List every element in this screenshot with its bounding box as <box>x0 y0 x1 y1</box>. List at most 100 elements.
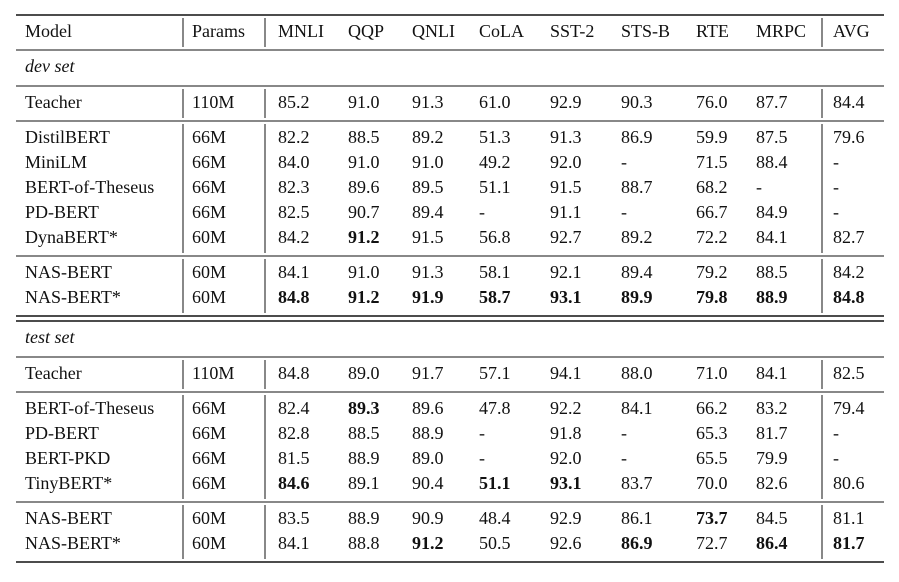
model-name: BERT-PKD <box>25 448 110 468</box>
cell: 66M <box>192 398 226 418</box>
cell: 92.9 <box>550 92 582 112</box>
cell: 72.7 <box>696 533 728 553</box>
header-cell: Model <box>25 21 72 41</box>
cell: 84.0 <box>278 152 310 172</box>
cell: 88.8 <box>348 533 380 553</box>
cell: 88.9 <box>348 448 380 468</box>
cell: 88.9 <box>756 287 788 307</box>
cell: 88.0 <box>621 363 653 383</box>
cell: 91.3 <box>412 92 444 112</box>
cell: 82.5 <box>833 363 865 383</box>
model-name: TinyBERT* <box>25 473 112 493</box>
model-name: PD-BERT <box>25 423 99 443</box>
cell: 72.2 <box>696 227 728 247</box>
cell: 91.0 <box>348 262 380 282</box>
cell: 90.3 <box>621 92 653 112</box>
model-name: DynaBERT* <box>25 227 118 247</box>
cell: 92.7 <box>550 227 582 247</box>
cell: 79.6 <box>833 127 865 147</box>
cell: 92.2 <box>550 398 582 418</box>
cell: 89.1 <box>348 473 380 493</box>
header-cell: RTE <box>696 21 729 41</box>
cell: 89.0 <box>348 363 380 383</box>
cell: 81.7 <box>833 533 865 553</box>
header-cell: CoLA <box>479 21 524 41</box>
cell: - <box>833 423 839 443</box>
cell: 71.5 <box>696 152 728 172</box>
cell: 91.7 <box>412 363 444 383</box>
cell: 88.5 <box>756 262 788 282</box>
cell: 51.1 <box>479 473 511 493</box>
cell: - <box>833 177 839 197</box>
cell: 80.6 <box>833 473 865 493</box>
cell: 82.5 <box>278 202 310 222</box>
cell: 60M <box>192 287 226 307</box>
cell: 89.6 <box>412 398 444 418</box>
cell: 82.4 <box>278 398 310 418</box>
cell: 82.8 <box>278 423 310 443</box>
cell: 94.1 <box>550 363 582 383</box>
cell: 76.0 <box>696 92 728 112</box>
cell: 91.5 <box>550 177 582 197</box>
cell: 84.2 <box>833 262 865 282</box>
cell: 89.2 <box>412 127 444 147</box>
cell: 84.5 <box>756 508 788 528</box>
cell: - <box>621 202 627 222</box>
cell: 89.4 <box>621 262 653 282</box>
cell: 58.1 <box>479 262 511 282</box>
cell: 84.8 <box>833 287 865 307</box>
cell: - <box>833 202 839 222</box>
cell: 89.0 <box>412 448 444 468</box>
cell: 82.6 <box>756 473 788 493</box>
cell: 88.7 <box>621 177 653 197</box>
cell: - <box>479 202 485 222</box>
cell: 86.4 <box>756 533 788 553</box>
cell: 84.4 <box>833 92 865 112</box>
cell: 89.4 <box>412 202 444 222</box>
cell: 66.2 <box>696 398 728 418</box>
model-name: PD-BERT <box>25 202 99 222</box>
cell: 84.1 <box>278 262 310 282</box>
cell: 79.2 <box>696 262 728 282</box>
cell: 91.2 <box>412 533 444 553</box>
cell: 84.9 <box>756 202 788 222</box>
header-cell: SST-2 <box>550 21 594 41</box>
cell: 84.8 <box>278 363 310 383</box>
cell: 82.3 <box>278 177 310 197</box>
cell: 91.8 <box>550 423 582 443</box>
cell: 88.5 <box>348 423 380 443</box>
header-cell: AVG <box>833 21 870 41</box>
cell: 91.3 <box>550 127 582 147</box>
cell: 66M <box>192 473 226 493</box>
cell: 73.7 <box>696 508 728 528</box>
cell: 90.9 <box>412 508 444 528</box>
model-name: Teacher <box>25 92 82 112</box>
cell: 84.2 <box>278 227 310 247</box>
cell: - <box>621 448 627 468</box>
model-name: NAS-BERT* <box>25 287 121 307</box>
cell: 50.5 <box>479 533 511 553</box>
cell: 88.4 <box>756 152 788 172</box>
cell: 90.4 <box>412 473 444 493</box>
cell: 51.1 <box>479 177 511 197</box>
cell: - <box>479 448 485 468</box>
model-name: BERT-of-Theseus <box>25 398 154 418</box>
model-name: NAS-BERT <box>25 262 112 282</box>
cell: 61.0 <box>479 92 511 112</box>
cell: 92.0 <box>550 152 582 172</box>
cell: 49.2 <box>479 152 511 172</box>
cell: 79.8 <box>696 287 728 307</box>
cell: 66M <box>192 448 226 468</box>
cell: 83.7 <box>621 473 653 493</box>
cell: 66M <box>192 423 226 443</box>
header-cell: MRPC <box>756 21 806 41</box>
cell: 82.7 <box>833 227 865 247</box>
cell: 70.0 <box>696 473 728 493</box>
cell: 84.1 <box>756 363 788 383</box>
cell: 89.3 <box>348 398 380 418</box>
model-name: NAS-BERT <box>25 508 112 528</box>
cell: 86.9 <box>621 533 653 553</box>
cell: 92.1 <box>550 262 582 282</box>
cell: 84.8 <box>278 287 310 307</box>
cell: 91.9 <box>412 287 444 307</box>
